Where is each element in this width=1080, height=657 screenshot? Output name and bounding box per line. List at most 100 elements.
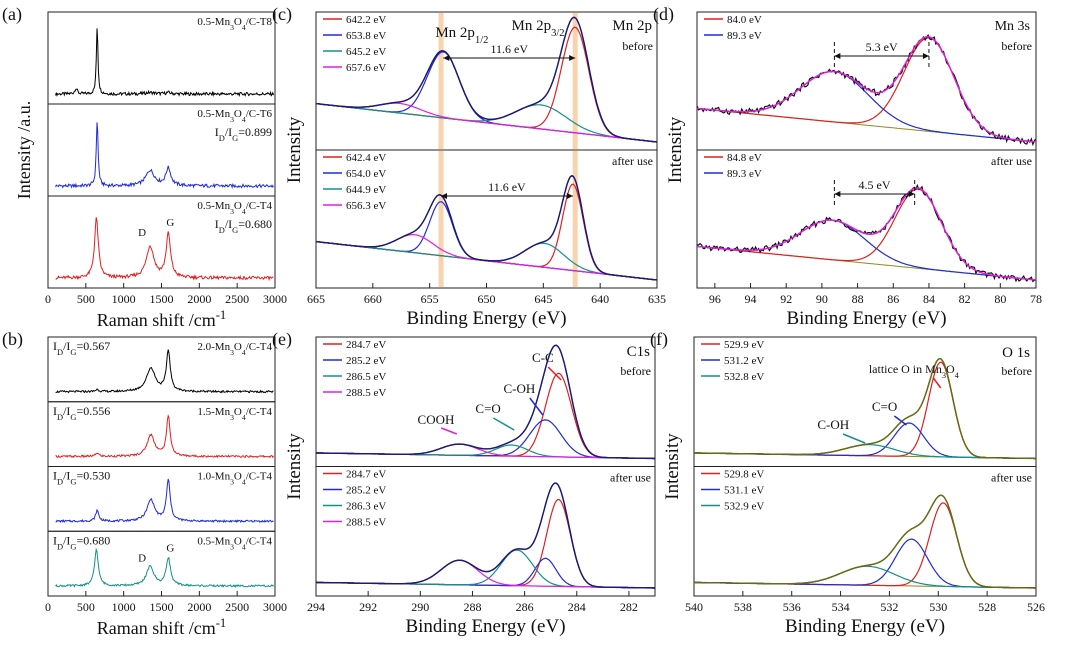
legend-label: 284.7 eV	[346, 469, 386, 481]
sample-label-part: 0.5-Mn	[197, 108, 230, 120]
legend-label: 288.5 eV	[346, 517, 386, 529]
peak-name-part: Mn 2p	[512, 18, 552, 34]
peak-name-part: 3/2	[551, 28, 564, 39]
sample-label-part: 3	[230, 348, 234, 357]
sample-label-part: O	[234, 341, 242, 353]
intensity-ratio-part: I	[215, 125, 219, 139]
arrow-head	[908, 191, 915, 197]
annotation-label: C-OH	[504, 381, 536, 396]
intensity-ratio-part: D	[219, 134, 225, 143]
raman-spectrum	[55, 349, 274, 394]
x-tick-label: 0	[45, 292, 51, 306]
x-tick-label: 294	[307, 600, 325, 614]
x-tick-label: 82	[959, 292, 971, 306]
peak-name: Mn 2p1/2	[435, 25, 488, 46]
intensity-ratio-part: D	[57, 542, 63, 551]
subplot-frame	[315, 466, 656, 597]
x-tick-label: 526	[1027, 600, 1045, 614]
raman-spectrum	[55, 478, 274, 524]
legend-label: 657.6 eV	[346, 62, 386, 74]
legend-label: 285.2 eV	[346, 485, 386, 497]
intensity-ratio-part: =0.680	[238, 217, 272, 231]
sample-label: 0.5-Mn3O4/C-T6	[197, 108, 272, 124]
sample-label-part: 0.5-Mn	[197, 16, 230, 28]
intensity-ratio-part: G	[70, 542, 76, 551]
arrow-head	[569, 55, 576, 61]
intensity-ratio-part: I	[53, 469, 57, 483]
x-tick-label: 538	[734, 600, 752, 614]
legend-label: 531.2 eV	[724, 355, 764, 367]
envelope-fit	[315, 174, 658, 281]
x-tick-label: 1500	[150, 292, 174, 306]
panel-title: Mn 2p	[612, 18, 652, 34]
x-tick-label: 1500	[150, 600, 174, 614]
legend-label: 653.8 eV	[346, 30, 386, 42]
intensity-ratio: ID/IG=0.556	[53, 404, 110, 422]
legend-label: 529.8 eV	[724, 469, 764, 481]
annotation-label-part: 3	[942, 371, 946, 380]
x-tick-label: 94	[745, 292, 757, 306]
x-tick-label: 88	[852, 292, 864, 306]
arrow-head	[922, 53, 929, 59]
sample-label-part: 3	[230, 23, 234, 32]
state-label: after use	[612, 154, 653, 168]
x-tick-label: 500	[77, 292, 95, 306]
sample-label-part: 0.5-Mn	[197, 535, 230, 547]
intensity-ratio-part: /I	[225, 125, 232, 139]
fit-component	[693, 444, 1036, 460]
x-axis-title: Binding Energy (eV)	[785, 616, 945, 637]
annotation-label: COOH	[418, 412, 455, 427]
intensity-ratio-part: /I	[63, 469, 70, 483]
legend-label: 84.8 eV	[727, 152, 762, 164]
envelope-fit	[693, 357, 1036, 460]
fit-component	[315, 549, 655, 589]
sample-label-part: O	[234, 108, 242, 120]
band-d-label: D	[138, 552, 146, 564]
sample-label-part: /C-T4	[246, 535, 273, 547]
sample-label: 0.5-Mn3O4/C-T4	[197, 535, 272, 551]
intensity-ratio-part: I	[53, 533, 57, 547]
y-axis-title: Intensity	[662, 433, 683, 500]
panel-label: (a)	[2, 4, 22, 25]
intensity-ratio-part: D	[57, 348, 63, 357]
fit-component	[315, 498, 655, 589]
sample-label: 1.0-Mn3O4/C-T4	[197, 471, 272, 487]
legend-label: 645.2 eV	[346, 46, 386, 58]
x-axis-title: Binding Energy (eV)	[786, 308, 946, 329]
sample-label-part: 1.0-Mn	[197, 471, 230, 483]
legend-label: 89.3 eV	[727, 168, 762, 180]
x-tick-label: 284	[568, 600, 586, 614]
raman-spectrum	[55, 122, 274, 189]
intensity-ratio-part: D	[219, 226, 225, 235]
state-label: after use	[991, 154, 1032, 168]
x-tick-label: 78	[1030, 292, 1042, 306]
x-tick-label: 96	[709, 292, 721, 306]
envelope-fit	[315, 344, 655, 460]
legend-label: 286.5 eV	[346, 371, 386, 383]
legend-label: 284.7 eV	[346, 339, 386, 351]
intensity-ratio: ID/IG=0.530	[53, 469, 110, 487]
x-tick-label: 532	[880, 600, 898, 614]
intensity-ratio-part: =0.556	[76, 404, 110, 418]
x-tick-label: 92	[780, 292, 792, 306]
x-tick-label: 286	[516, 600, 534, 614]
sample-label: 1.5-Mn3O4/C-T4	[197, 406, 272, 422]
sample-label-part: 3	[230, 542, 234, 551]
xps-panel-4: (e) 284.7 eV 285.2 eV 286.5 eV 288.5 eV befor…	[272, 329, 656, 637]
intensity-ratio: ID/IG=0.680	[53, 533, 110, 551]
raman-panel-0: (a) 0.5-Mn3O4/C-T80.5-Mn3O4/C-T6ID/IG=0.8…	[2, 4, 287, 330]
panel-label: (b)	[2, 329, 23, 350]
envelope-fit	[693, 494, 1036, 589]
xps-panel-2: (c) 642.2 eV 653.8 eV 645.2 eV 657.6 eV befor…	[272, 4, 666, 329]
x-tick-label: 3000	[263, 292, 287, 306]
x-tick-label: 530	[929, 600, 947, 614]
x-tick-label: 540	[685, 600, 703, 614]
intensity-ratio-part: /I	[63, 339, 70, 353]
intensity-ratio: ID/IG=0.680	[215, 217, 272, 235]
legend-label: 89.3 eV	[727, 30, 762, 42]
panel-label: (f)	[650, 329, 668, 350]
panel-title: C1s	[627, 344, 651, 360]
fit-component	[315, 201, 658, 281]
intensity-ratio: ID/IG=0.899	[215, 125, 272, 143]
intensity-ratio-part: G	[70, 477, 76, 486]
